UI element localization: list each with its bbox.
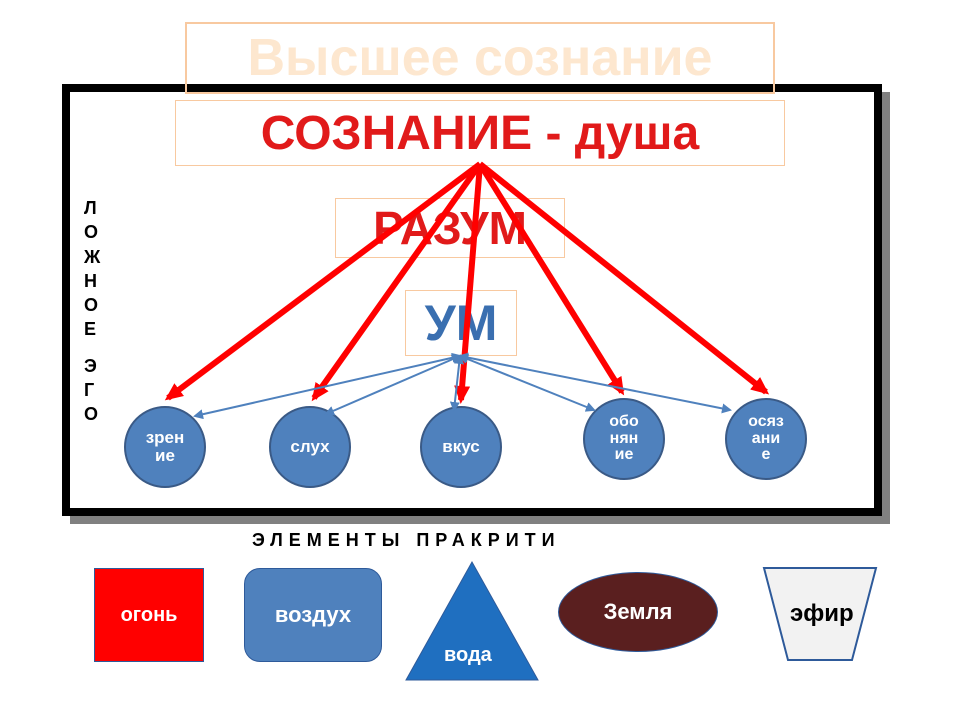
element-air: воздух — [244, 568, 382, 662]
mind-text: УМ — [425, 294, 498, 352]
reason-text: РАЗУМ — [373, 201, 527, 255]
sense-sight: зрен ие — [124, 406, 206, 488]
consciousness-text: СОЗНАНИЕ - душа — [261, 106, 700, 161]
top-banner-text: Высшее сознание — [248, 28, 713, 88]
element-ether-label: эфир — [790, 600, 854, 628]
sense-taste: вкус — [420, 406, 502, 488]
sense-smell: обо нян ие — [583, 398, 665, 480]
top-banner: Высшее сознание — [185, 22, 775, 94]
element-water-label: вода — [444, 644, 492, 667]
element-fire: огонь — [94, 568, 204, 662]
consciousness-box: СОЗНАНИЕ - душа — [175, 100, 785, 166]
reason-box: РАЗУМ — [335, 198, 565, 258]
sense-touch: осяз ани е — [725, 398, 807, 480]
sense-hearing: слух — [269, 406, 351, 488]
elements-title: ЭЛЕМЕНТЫ ПРАКРИТИ — [252, 530, 561, 551]
mind-box: УМ — [405, 290, 517, 356]
false-ego-label: Л О Ж Н О Е Э Г О — [84, 196, 101, 427]
element-earth: Земля — [558, 572, 718, 652]
